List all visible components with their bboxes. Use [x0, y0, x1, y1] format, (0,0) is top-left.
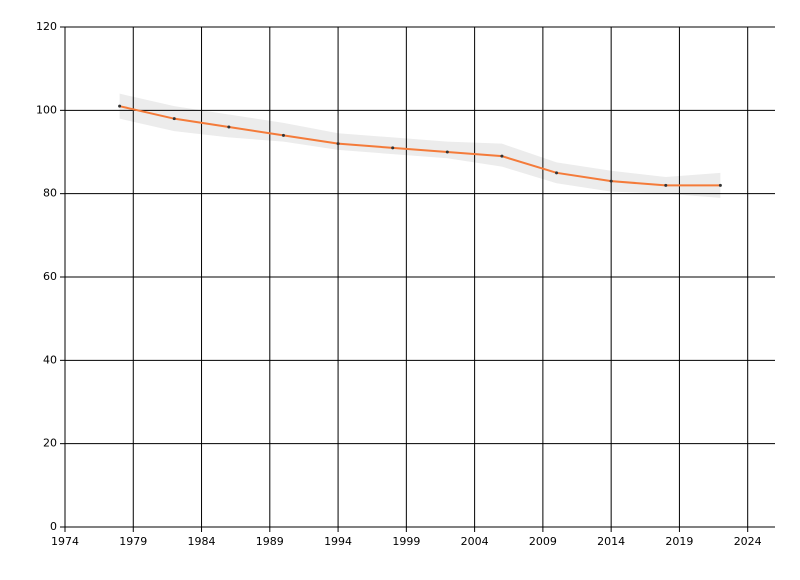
y-tick-label: 0: [50, 520, 57, 533]
confidence-band: [119, 93, 721, 198]
marker: [227, 125, 231, 129]
y-tick-label: 80: [43, 187, 57, 200]
marker: [445, 150, 449, 154]
x-tick-label: 2024: [734, 535, 762, 548]
line: [119, 105, 721, 187]
x-tick-label: 1994: [324, 535, 352, 548]
marker: [500, 154, 504, 158]
x-tick-label: 1999: [392, 535, 420, 548]
marker: [336, 142, 340, 146]
y-tick-label: 40: [43, 353, 57, 366]
marker: [172, 117, 176, 121]
x-tick-label: 2019: [665, 535, 693, 548]
x-tick-label: 1989: [256, 535, 284, 548]
marker: [118, 104, 122, 108]
y-tick-label: 60: [43, 270, 57, 283]
marker: [609, 179, 613, 183]
marker: [718, 183, 722, 187]
y-tick-label: 20: [43, 437, 57, 450]
marker: [555, 171, 559, 175]
x-tick-label: 2014: [597, 535, 625, 548]
x-tick-label: 2009: [529, 535, 557, 548]
x-tick-label: 1984: [188, 535, 216, 548]
y-tick-label: 120: [36, 20, 57, 33]
marker: [664, 183, 668, 187]
marker: [281, 133, 285, 137]
marker: [391, 146, 395, 150]
y-tick-label: 100: [36, 103, 57, 116]
x-tick-label: 2004: [461, 535, 489, 548]
x-tick-label: 1974: [51, 535, 79, 548]
x-tick-label: 1979: [119, 535, 147, 548]
